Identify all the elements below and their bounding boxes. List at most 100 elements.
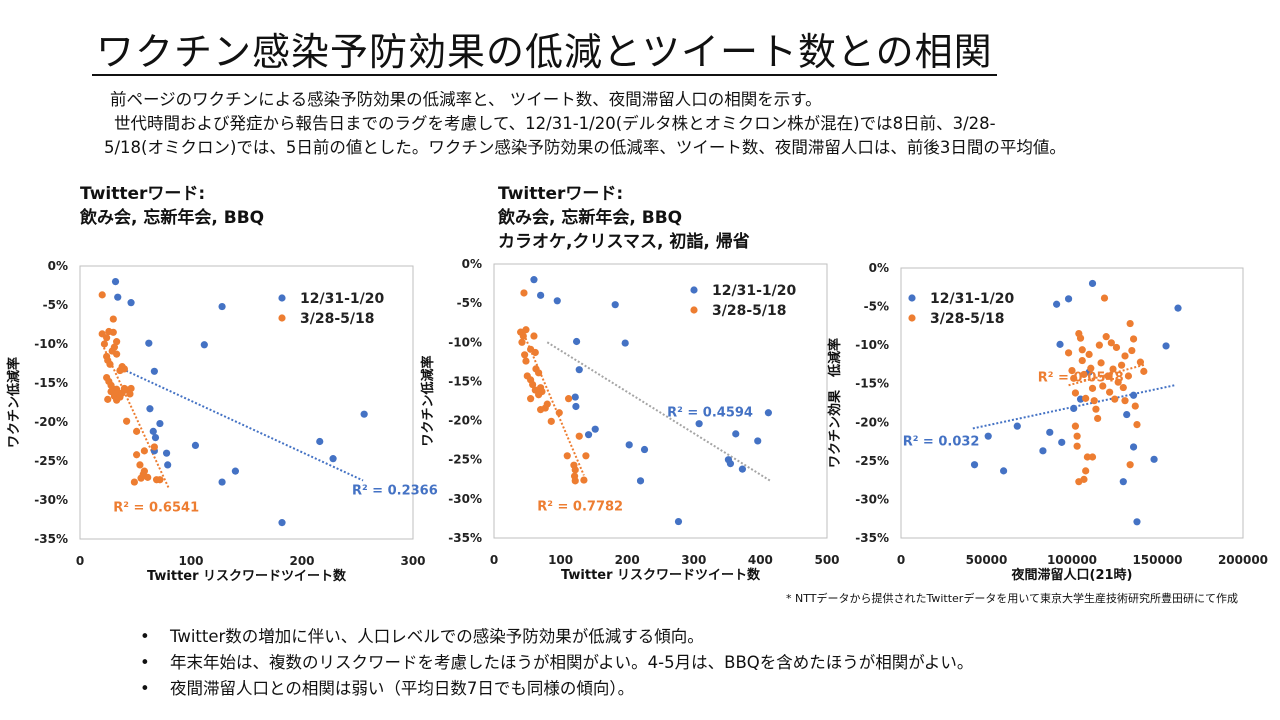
chart-3-x-tick-label: 200000 [1218,553,1268,567]
chart-3-series-2-point [1140,367,1148,375]
chart-1-series-2-point [127,384,135,393]
chart-2-keyword-list-2: カラオケ,クリスマス, 初詣, 帰省 [498,232,750,252]
chart-3-series-2-point [1068,367,1076,375]
chart-1-series-1-point [164,461,172,469]
chart-3-series-2-point [1087,364,1095,372]
summary-bullets: Twitter数の増加に伴い、人口レベルでの感染予防効果が低減する傾向。 年末年… [140,624,973,702]
chart-1-series-1-point [146,405,154,413]
chart-3-legend-label-1: 12/31-1/20 [930,291,1014,307]
chart-2-y-tick-label: -15% [448,374,482,388]
chart-2-series-1-point [537,291,545,299]
chart-2-x-axis-title: Twitter リスクワードツイート数 [561,567,761,583]
chart-1-series-1-point [329,455,337,463]
chart-3-series-2-point [1112,343,1121,352]
chart-2-series-2-point [555,409,563,417]
chart-3-series-1-point [1174,304,1182,312]
chart-3-series-2-point [1073,442,1081,450]
chart-1-series-2-point [136,461,144,469]
chart-3-series-2-point [1071,422,1080,430]
chart-3-plot-area [900,267,1244,539]
chart-1-x-tick-label: 200 [289,554,314,568]
chart-3-series-1-point [1064,295,1073,303]
chart-1-legend-label-2: 3/28-5/18 [300,311,374,327]
chart-1-series-1-point [316,437,324,446]
chart-2-x-tick-label: 300 [681,553,706,567]
chart-3-series-1-point [970,461,979,469]
chart-3-series-2-point [1121,352,1129,360]
chart-1-series-1-point [200,341,208,349]
chart-1-x-tick-label: 300 [400,554,425,568]
chart-2-x-tick-label: 500 [814,553,839,567]
chart-1-series-1-point [162,449,171,457]
chart-3-series-2-point [1126,319,1134,328]
chart-1-series-1-point [145,339,153,347]
chart-3-x-tick-label: 150000 [1132,553,1182,567]
chart-1-keyword-heading: Twitterワード: [80,184,206,204]
chart-3-y-tick-label: -5% [864,300,889,314]
chart-1-series-1-point [127,299,135,307]
chart-2-y-tick-label: -30% [448,492,482,506]
chart-2-series-2-point [519,332,527,340]
chart-1-series-2-point [140,447,148,455]
chart-1-keyword-list: 飲み会, 忘新年会, BBQ [80,208,265,228]
chart-1-series-1-point [156,419,164,428]
chart-2-r2-label-1: R² = 0.4594 [667,406,753,421]
chart-3-series-1-point [1133,518,1141,526]
chart-1-legend-marker-2 [278,314,286,322]
chart-2-series-1-point [611,301,619,309]
chart-2-series-1-point [591,425,599,433]
chart-3-legend-marker-2 [908,314,916,322]
chart-3-series-2-point [1092,405,1100,413]
chart-3-y-tick-label: 0% [869,261,889,275]
chart-2-series-2-point [564,395,573,403]
chart-3-series-2-point [1088,453,1097,461]
chart-3-series-1-point [1088,279,1097,288]
chart-3-series-2-point [1106,388,1114,396]
page-title: ワクチン感染予防効果の低減とツイート数との相関 [92,30,997,76]
chart-2-series-1-point [584,431,593,439]
chart-2-y-tick-label: 0% [462,257,482,271]
chart-3-series-2-point [1076,334,1085,342]
chart-1-series-1-point [360,410,368,418]
chart-1-trendline-2 [101,343,170,489]
chart-2-series-2-point [563,452,571,460]
chart-2-x-tick-label: 400 [748,553,773,567]
chart-3-y-tick-label: -30% [855,492,889,506]
chart-2-series-2-point [582,452,590,460]
chart-2-series-2-point [520,289,528,297]
chart-2-series-1-point [738,465,747,473]
chart-3-series-2-point [1102,333,1110,341]
chart-1-y-tick-label: -5% [43,298,68,312]
chart-3-series-2-point [1088,384,1097,392]
chart-2-series-2-point [522,357,530,365]
chart-2-series-2-point [531,348,539,357]
chart-3-series-2-point [1085,350,1093,358]
chart-3-r2-label-1: R² = 0.032 [903,434,980,449]
chart-3-series-2-point [1119,383,1127,392]
chart-3-series-1-point [1013,422,1021,430]
chart-2-series-1-point [553,297,561,305]
chart-1-y-tick-label: -35% [34,532,68,546]
chart-3-series-2-point [1126,461,1134,469]
chart-1-y-tick-label: -10% [34,337,68,351]
chart-3-series-1-point [1053,300,1061,308]
chart-2-series-1-point [726,460,735,468]
chart-3-series-2-point [1114,378,1122,386]
chart-2-x-tick-label: 200 [615,553,640,567]
chart-1-series-2-point [126,390,134,398]
chart-1-series-1-point [114,293,122,301]
chart-3-series-1-point [1070,404,1078,412]
chart-1-legend-label-1: 12/31-1/20 [300,291,384,307]
chart-3-series-2-point [1136,358,1144,366]
chart-3-series-2-point [1082,394,1090,402]
chart-3-series-1-point [1123,410,1131,419]
chart-3-series-2-point [1080,475,1088,483]
chart-1-y-tick-label: -25% [34,454,68,468]
chart-1-series-1-point [231,467,239,475]
chart-2-series-2-point [535,369,543,377]
chart-2-y-tick-label: -25% [448,453,482,467]
chart-2-series-2-point [518,338,526,346]
chart-2-series-2-point [522,326,530,334]
chart-3-series-1-point [1058,438,1066,446]
